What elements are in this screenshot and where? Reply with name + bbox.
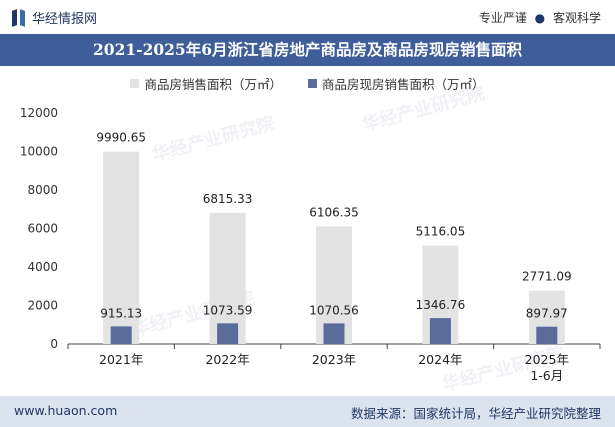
x-tick-label: 2025年 (525, 352, 569, 367)
y-tick-label: 12000 (20, 106, 58, 120)
bar-series2 (323, 323, 345, 344)
legend-label-series1: 商品房销售面积（万㎡） (144, 77, 282, 92)
data-label-series1: 2771.09 (522, 270, 572, 284)
y-tick-label: 4000 (27, 260, 58, 274)
data-label-series1: 9990.65 (96, 131, 146, 145)
data-label-series2: 915.13 (100, 306, 142, 320)
tagline-right: 客观科学 (552, 11, 601, 25)
data-label-series2: 1346.76 (416, 298, 466, 312)
brand: 华经情报网 (12, 8, 97, 27)
x-tick-label: 2024年 (418, 352, 462, 367)
data-label-series2: 1073.59 (203, 303, 253, 317)
tagline: 专业严谨 ● 客观科学 (479, 9, 601, 26)
legend-item-series2: 商品房现房销售面积（万㎡） (308, 74, 485, 93)
footer-source: 数据来源：国家统计局，华经产业研究院整理 (350, 406, 601, 421)
bar-series2 (217, 323, 239, 344)
data-label-series1: 6815.33 (203, 192, 253, 206)
legend-label-series2: 商品房现房销售面积（万㎡） (322, 77, 485, 92)
y-tick-label: 6000 (27, 222, 58, 236)
y-tick-label: 8000 (27, 183, 58, 197)
x-tick-label: 2023年 (312, 352, 356, 367)
data-label-series1: 6106.35 (309, 205, 359, 219)
dot-separator: ● (534, 11, 546, 25)
logo-icon (12, 8, 26, 27)
bar-chart: 0 2000 4000 6000 8000 10000 12000 9990.65 915.13… (20, 106, 601, 383)
data-label-series2: 1070.56 (309, 303, 359, 317)
bar-series2 (536, 326, 558, 344)
legend-swatch-series2 (308, 79, 317, 88)
bar-series1 (103, 151, 140, 344)
x-tick-label: 2021年 (99, 352, 143, 367)
bar-series2 (110, 326, 132, 344)
legend-swatch-series1 (130, 79, 140, 88)
data-label-series2: 897.97 (526, 307, 568, 321)
bar-series1 (209, 212, 246, 344)
bar-series2 (429, 318, 451, 344)
chart-legend: 商品房销售面积（万㎡） 商品房现房销售面积（万㎡） (0, 74, 615, 93)
y-tick-label: 10000 (20, 145, 58, 159)
data-label-series1: 5116.05 (416, 225, 466, 239)
footer: www.huaon.com 数据来源：国家统计局，华经产业研究院整理 (0, 396, 615, 427)
tagline-left: 专业严谨 (478, 11, 527, 25)
footer-site: www.huaon.com (14, 403, 118, 418)
y-tick-label: 2000 (27, 299, 58, 313)
chart-title: 2021-2025年6月浙江省房地产商品房及商品房现房销售面积 (0, 34, 615, 66)
y-tick-label: 0 (50, 337, 58, 351)
top-bar: 华经情报网 专业严谨 ● 客观科学 (0, 0, 615, 34)
x-tick-label: 2022年 (205, 352, 249, 367)
x-tick-label: 1-6月 (530, 368, 563, 383)
legend-item-series1: 商品房销售面积（万㎡） (130, 74, 282, 93)
brand-name: 华经情报网 (32, 12, 98, 27)
